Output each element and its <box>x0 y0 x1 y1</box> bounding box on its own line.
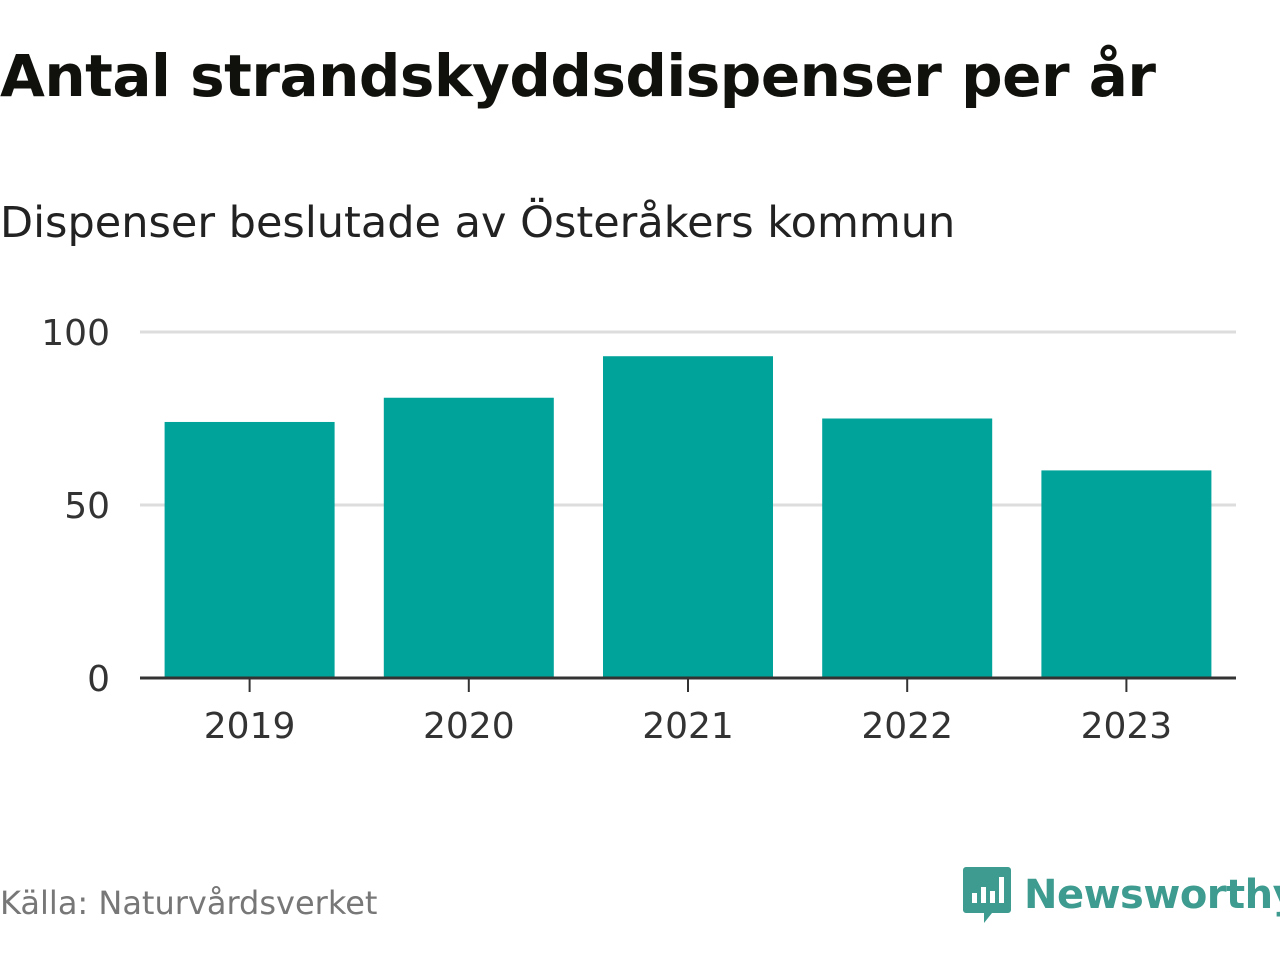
bar-2019 <box>164 421 335 678</box>
source-note: Källa: Naturvårdsverket <box>0 884 378 922</box>
chart-title: Antal strandskyddsdispenser per år <box>0 42 1156 110</box>
y-tick-label-100: 100 <box>41 313 110 354</box>
x-tick-label-2020: 2020 <box>423 706 515 747</box>
x-tick-label-2022: 2022 <box>861 706 953 747</box>
bar-2020 <box>383 397 554 678</box>
bar-2022 <box>822 418 993 678</box>
y-tick-label-0: 0 <box>87 659 110 700</box>
x-tick-label-2023: 2023 <box>1081 706 1173 747</box>
y-tick-label-50: 50 <box>64 486 110 527</box>
x-tick-label-2019: 2019 <box>204 706 296 747</box>
chart-subtitle: Dispenser beslutade av Österåkers kommun <box>0 198 956 248</box>
brand-name: Newsworthy <box>1024 872 1280 918</box>
bar-2021 <box>603 356 773 678</box>
newsworthy-logo-icon <box>963 867 1011 923</box>
newsworthy-logo: Newsworthy <box>962 862 1280 928</box>
bar-2023 <box>1041 470 1212 678</box>
bar-chart: 0 50 100 2019 2020 2021 2022 2023 <box>41 313 1236 747</box>
x-tick-label-2021: 2021 <box>642 706 734 747</box>
